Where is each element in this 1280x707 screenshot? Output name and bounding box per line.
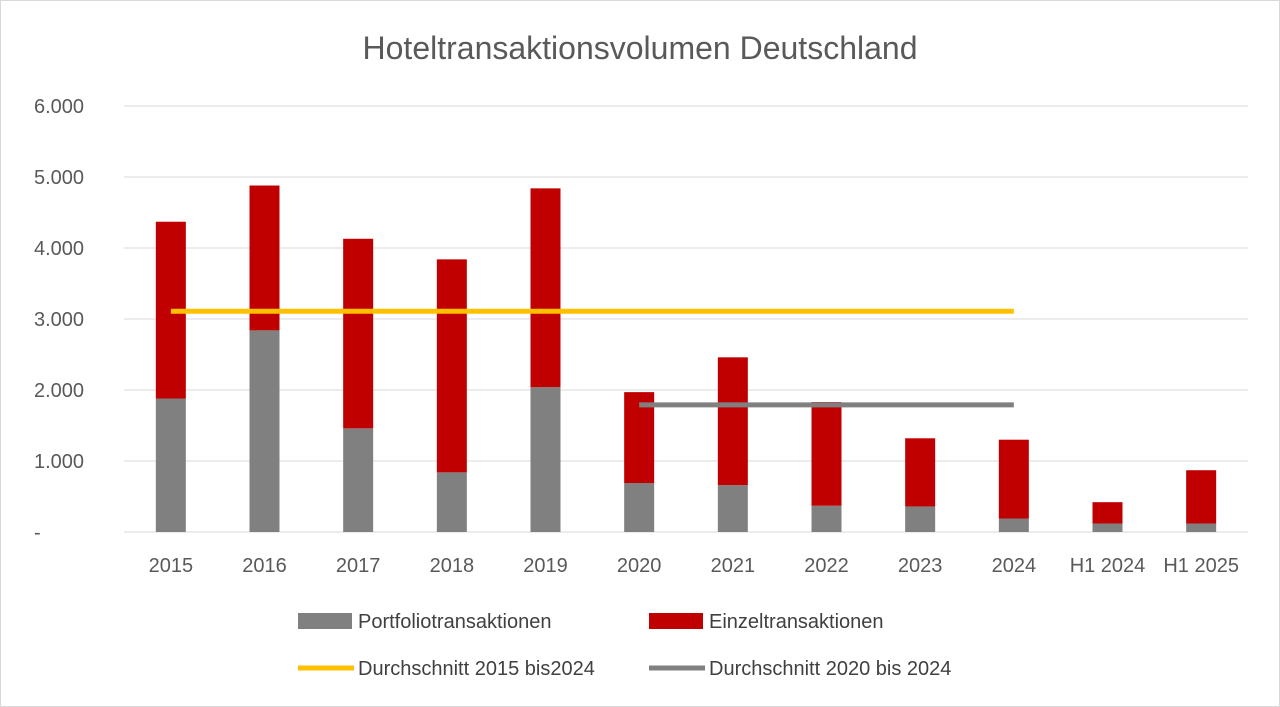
bar-einzel [530,188,561,388]
legend-average-2015-2024: Durchschnitt 2015 bis2024 [298,658,595,680]
legend-label: Durchschnitt 2020 bis 2024 [709,658,951,680]
x-tick-label: H1 2024 [1070,555,1146,577]
reference-lines [170,308,1014,408]
bar-portfolio [155,398,186,532]
x-tick-label: 2017 [336,555,381,577]
legend: Portfoliotransaktionen Einzeltransaktione… [298,611,951,680]
legend-portfolio: Portfoliotransaktionen [298,611,551,633]
y-axis-ticks: - 1.000 2.000 3.000 4.000 5.000 6.000 [34,96,84,544]
bar-portfolio [717,485,748,532]
bar-portfolio [343,428,374,532]
bar-einzel [1186,470,1217,524]
legend-einzel: Einzeltransaktionen [649,611,884,633]
x-axis-ticks: 2015 2016 2017 2018 2019 2020 2021 2022 2023 2024… [149,555,1239,577]
bar-einzel [905,438,936,507]
x-tick-label: 2020 [617,555,662,577]
bars [155,185,1217,532]
bar-einzel [998,439,1029,519]
x-tick-label: 2018 [430,555,475,577]
legend-label: Durchschnitt 2015 bis2024 [358,658,595,680]
x-tick-label: 2023 [898,555,943,577]
legend-swatch [298,613,352,629]
bar-portfolio [1092,523,1123,532]
bar-portfolio [436,472,467,532]
bar-portfolio [905,506,936,532]
bar-einzel [717,357,748,486]
y-tick-label: 5.000 [34,167,84,189]
x-tick-label: 2021 [711,555,756,577]
y-tick-label: 2.000 [34,380,84,402]
bar-einzel [436,259,467,473]
bar-portfolio [998,518,1029,532]
legend-average-2020-2024: Durchschnitt 2020 bis 2024 [649,658,951,680]
bar-einzel [1092,502,1123,524]
x-tick-label: 2019 [523,555,568,577]
legend-label: Portfoliotransaktionen [358,611,551,633]
y-tick-label: - [34,522,41,544]
x-tick-label: H1 2025 [1163,555,1239,577]
bar-portfolio [624,483,655,532]
bar-portfolio [811,505,842,532]
y-tick-label: 4.000 [34,238,84,260]
x-tick-label: 2024 [992,555,1037,577]
chart-title: Hoteltransaktionsvolumen Deutschland [363,30,918,66]
bar-portfolio [249,330,280,532]
bar-einzel [811,402,842,506]
bar-portfolio [530,387,561,532]
x-tick-label: 2015 [149,555,194,577]
bar-einzel [249,185,280,331]
y-tick-label: 1.000 [34,451,84,473]
y-tick-label: 6.000 [34,96,84,118]
y-tick-label: 3.000 [34,309,84,331]
x-tick-label: 2016 [242,555,287,577]
legend-label: Einzeltransaktionen [709,611,884,633]
bar-einzel [343,238,374,429]
legend-swatch [649,613,703,629]
bar-portfolio [1186,523,1217,532]
gridlines [124,105,1248,533]
x-tick-label: 2022 [804,555,849,577]
